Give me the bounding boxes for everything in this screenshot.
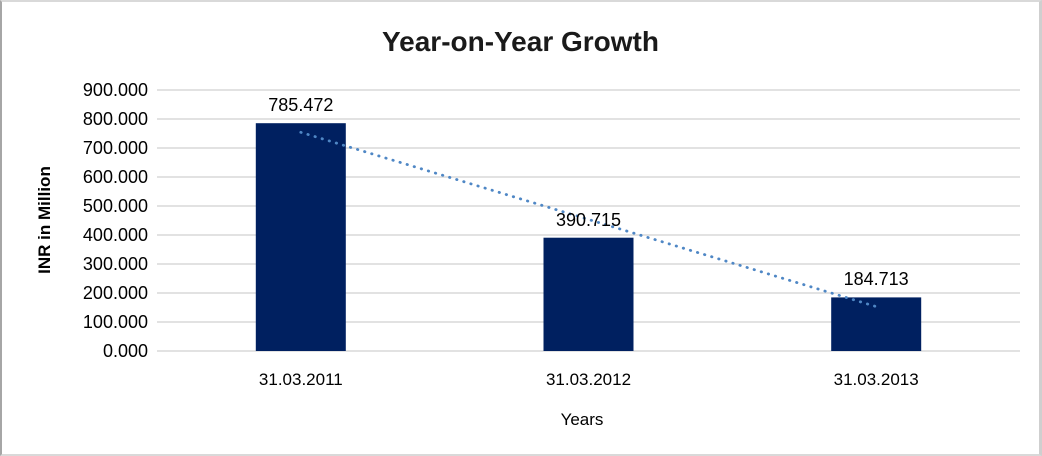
y-axis-tick-label: 0.000 [102, 341, 148, 361]
bar-31.03.2012 [543, 237, 634, 351]
x-axis-tick-label: 31.03.2011 [258, 370, 343, 389]
x-axis-title-row: Years [2, 410, 1039, 430]
y-axis-tick-label: 500.000 [82, 196, 148, 216]
bar-value-label: 184.713 [843, 269, 909, 290]
y-axis-tick-label: 600.000 [82, 167, 148, 187]
y-axis-title: INR in Million [35, 166, 54, 274]
chart-title: Year-on-Year Growth [382, 26, 659, 57]
x-axis-tick-label: 31.03.2013 [833, 370, 919, 389]
y-axis-tick-label: 900.000 [82, 80, 148, 100]
y-axis-tick-label: 700.000 [82, 138, 148, 158]
y-axis-tick-label: 300.000 [82, 254, 148, 274]
bar-31.03.2011 [255, 123, 346, 351]
y-axis-tick-label: 400.000 [82, 225, 148, 245]
bar-value-label: 785.472 [268, 95, 334, 116]
y-axis-tick-label: 200.000 [82, 283, 148, 303]
bar-value-label: 390.715 [555, 209, 622, 230]
y-axis-tick-label: 800.000 [82, 109, 148, 129]
bar-31.03.2013 [831, 297, 922, 351]
y-axis-tick-label: 100.000 [82, 312, 148, 332]
x-axis-tick-label: 31.03.2012 [545, 370, 632, 389]
x-axis-title: Years [560, 410, 604, 429]
